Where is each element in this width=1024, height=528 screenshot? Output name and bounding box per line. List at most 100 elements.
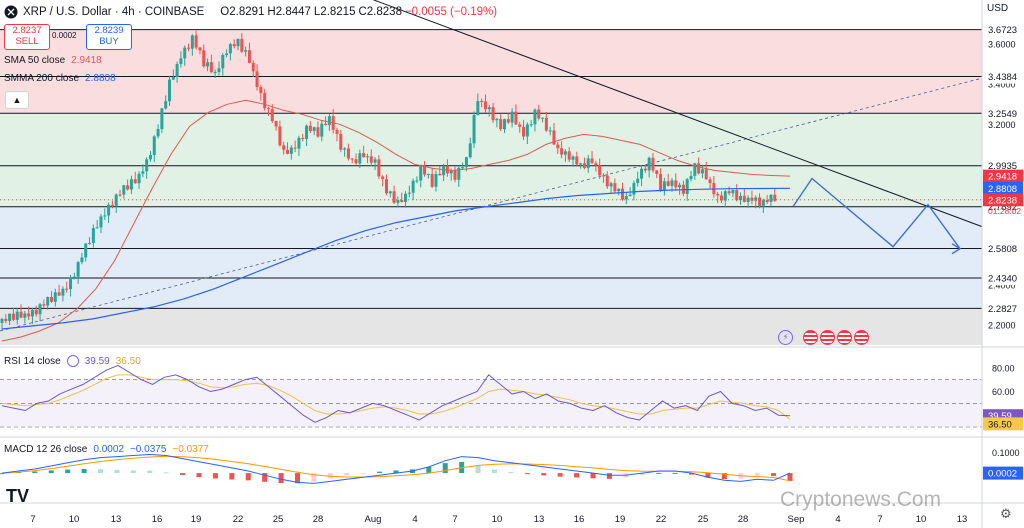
sell-button[interactable]: 2.8237 SELL [4, 24, 50, 50]
candle [464, 157, 468, 168]
candle [148, 155, 152, 160]
level-label-bg [983, 106, 1023, 121]
candle [571, 156, 575, 160]
level-label: 3.6723 [988, 25, 1017, 36]
level-label-bg [983, 158, 1023, 173]
candle [91, 228, 95, 243]
macd-histogram-bar [508, 472, 514, 474]
candle [350, 158, 354, 160]
macd-histogram-bar [377, 471, 383, 474]
time-tick-label: 10 [69, 514, 80, 525]
level-label-bg [983, 241, 1023, 256]
macd-histogram-bar [606, 473, 612, 479]
candle [541, 117, 545, 119]
candle [11, 313, 15, 320]
candle [327, 116, 331, 126]
tradingview-logo: TV [6, 486, 30, 506]
candle [430, 173, 434, 187]
candle [537, 109, 541, 119]
us-flag-icon[interactable] [854, 330, 869, 345]
candle [354, 159, 358, 164]
smma200-label: SMMA 200 close [4, 73, 80, 84]
candle [552, 130, 556, 145]
candle [605, 175, 609, 187]
lightning-icon[interactable]: ⚡ [778, 330, 793, 345]
macd-histogram-bar [557, 473, 563, 477]
candle [305, 125, 309, 139]
time-tick-label: 13 [111, 514, 122, 525]
candle [194, 35, 198, 48]
close-value: C2.8238 [358, 6, 402, 18]
candle [95, 227, 99, 229]
candle [678, 184, 682, 188]
candle [449, 170, 453, 174]
macd-histogram-bar [229, 473, 235, 480]
level-label-bg [983, 301, 1023, 316]
candle [15, 311, 19, 320]
currency-label[interactable]: USD [987, 3, 1009, 14]
us-flag-icon[interactable] [820, 330, 835, 345]
candle [335, 129, 339, 134]
candle [765, 199, 769, 202]
candle [206, 62, 210, 67]
candle [160, 108, 164, 130]
macd-histogram-bar [196, 473, 202, 478]
candle [525, 124, 529, 137]
sell-label: SELL [15, 36, 39, 47]
candle [228, 44, 232, 54]
collapse-legend-button[interactable]: ▲ [5, 91, 29, 109]
candle [442, 166, 446, 176]
candle [72, 276, 76, 278]
candle [38, 304, 42, 315]
us-flag-icon[interactable] [803, 330, 818, 345]
rsi-marker-label: 39.59 [988, 411, 1012, 422]
macd-signal-value: −0.0375 [129, 444, 167, 455]
candle [76, 262, 80, 277]
rsi-legend[interactable]: RSI 14 close 39.59 36.50 [4, 355, 141, 367]
price-tick-label: 3.4000 [988, 80, 1016, 90]
time-tick-label: 16 [574, 514, 585, 525]
rsi-tick-label: 60.00 [992, 387, 1015, 397]
gear-icon[interactable]: ⚙ [1000, 506, 1012, 521]
candle [400, 199, 404, 202]
macd-legend[interactable]: MACD 12 26 close 0.0002 −0.0375 −0.0377 [4, 444, 209, 455]
symbol-header: XRP / U.S. Dollar · 4h · COINBASE O2.829… [4, 3, 497, 21]
candle [103, 215, 107, 217]
us-flag-icon[interactable] [837, 330, 852, 345]
candle [190, 35, 194, 49]
candle [183, 47, 187, 59]
candle [118, 194, 122, 196]
candle [141, 171, 145, 174]
sma50-line [1, 99, 791, 342]
candle [263, 93, 267, 109]
sma50-legend[interactable]: SMA 50 close 2.9418 [4, 55, 102, 66]
candle [609, 183, 613, 187]
symbol-title[interactable]: XRP / U.S. Dollar · 4h · COINBASE [23, 6, 205, 18]
level-label: 2.5808 [988, 244, 1017, 255]
candle [502, 119, 506, 130]
candle [590, 158, 594, 164]
price-zone [0, 206, 982, 249]
macd-label: MACD 12 26 close [4, 444, 88, 455]
buy-button[interactable]: 2.8239 BUY [86, 24, 132, 50]
macd-signal-line [1, 455, 791, 482]
candle [723, 191, 727, 201]
rsi-ma-value: 36.50 [115, 355, 141, 367]
candle [339, 133, 343, 150]
smma200-legend[interactable]: SMMA 200 close 2.8808 [4, 73, 116, 84]
candle [221, 55, 225, 69]
candle [689, 175, 693, 180]
sell-price: 2.8237 [12, 25, 42, 36]
price-tick-label: 2.2000 [988, 320, 1016, 330]
candle [61, 288, 65, 296]
candle [716, 194, 720, 196]
macd-value: 0.0002 [93, 444, 124, 455]
candle [377, 159, 381, 177]
watermark: Cryptonews.Com [780, 488, 942, 511]
rsi-settings-icon[interactable] [66, 355, 79, 367]
candle [266, 108, 270, 110]
candle [457, 167, 461, 180]
macd-histogram-bar [180, 473, 186, 475]
candle [556, 144, 560, 149]
